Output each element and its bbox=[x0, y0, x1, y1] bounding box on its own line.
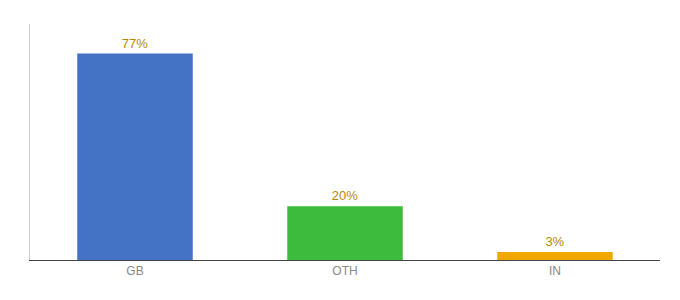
svg-text:20%: 20% bbox=[332, 188, 358, 203]
svg-text:3%: 3% bbox=[545, 234, 564, 249]
svg-text:GB: GB bbox=[126, 264, 143, 278]
svg-text:OTH: OTH bbox=[332, 264, 357, 278]
svg-text:77%: 77% bbox=[122, 36, 148, 51]
svg-text:IN: IN bbox=[549, 264, 561, 278]
